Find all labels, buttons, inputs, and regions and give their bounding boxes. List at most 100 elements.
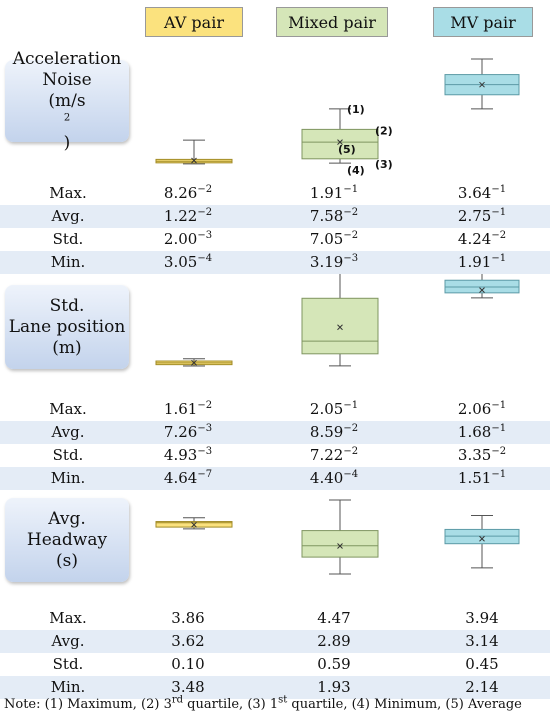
box-mixed-pair bbox=[301, 499, 379, 575]
metric-label-acceleration-noise: Acceleration Noise (m/s 2) bbox=[5, 49, 129, 153]
metric-line: (m) bbox=[52, 337, 82, 358]
mean-marker bbox=[479, 81, 485, 88]
stat-value: 4.93−3 bbox=[163, 446, 213, 464]
header-mv-pair-label: MV pair bbox=[450, 12, 516, 32]
stats-row-avg: Avg. 1.22−2 7.58−2 2.75−1 bbox=[0, 205, 550, 228]
stat-value: 1.51−1 bbox=[457, 469, 507, 487]
stat-value: 2.05−1 bbox=[309, 400, 359, 418]
stat-value: 3.64−1 bbox=[457, 184, 507, 202]
stats-row-label: Std. bbox=[52, 230, 84, 248]
stat-value: 7.22−2 bbox=[309, 446, 359, 464]
stat-value: 1.93 bbox=[317, 678, 351, 696]
stat-value: 3.35−2 bbox=[457, 446, 507, 464]
mean-marker bbox=[479, 287, 485, 294]
stats-row-min: Min. 3.05−4 3.19−3 1.91−1 bbox=[0, 251, 550, 274]
box-mv-pair bbox=[444, 272, 520, 299]
stat-value: 4.24−2 bbox=[457, 230, 507, 248]
stat-value: 0.59 bbox=[317, 655, 351, 673]
mean-marker bbox=[479, 535, 485, 542]
stat-value: 2.89 bbox=[317, 632, 351, 650]
metric-line: Acceleration bbox=[12, 48, 122, 69]
stat-value: 2.06−1 bbox=[457, 400, 507, 418]
stat-value: 3.94 bbox=[465, 609, 499, 627]
box-av-pair bbox=[155, 358, 233, 367]
stats-row-label: Max. bbox=[49, 184, 87, 202]
stat-value: 7.26−3 bbox=[163, 423, 213, 441]
metric-line: (s) bbox=[56, 550, 78, 571]
stat-value: 4.40−4 bbox=[309, 469, 359, 487]
mean-marker bbox=[191, 157, 197, 164]
metric-line: Headway bbox=[26, 529, 108, 550]
stat-value: 1.68−1 bbox=[457, 423, 507, 441]
stats-row-label: Avg. bbox=[51, 632, 85, 650]
stats-row-min: Min. 3.48 1.93 2.14 bbox=[0, 676, 550, 699]
stat-value: 0.45 bbox=[465, 655, 499, 673]
stat-value: 7.05−2 bbox=[309, 230, 359, 248]
stats-row-label: Max. bbox=[49, 609, 87, 627]
stats-row-label: Avg. bbox=[51, 207, 85, 225]
stat-value: 3.19−3 bbox=[309, 253, 359, 271]
stats-row-std: Std. 4.93−3 7.22−2 3.35−2 bbox=[0, 444, 550, 467]
box-av-pair bbox=[155, 517, 233, 530]
box-plot-acceleration-noise: (1) (2) (5) (3) (4) bbox=[155, 58, 520, 177]
stat-value: 8.59−2 bbox=[309, 423, 359, 441]
mean-marker bbox=[337, 324, 343, 331]
stat-value: 3.14 bbox=[465, 632, 499, 650]
metric-line: Avg. bbox=[48, 508, 86, 529]
stats-row-label: Std. bbox=[52, 446, 84, 464]
mean-marker bbox=[191, 521, 197, 528]
mean-marker bbox=[191, 359, 197, 366]
box-mv-pair bbox=[444, 58, 520, 110]
stat-value: 7.58−2 bbox=[309, 207, 359, 225]
metric-line: Lane position bbox=[8, 316, 126, 337]
box-mv-pair bbox=[444, 514, 520, 569]
stats-row-min: Min. 4.64−7 4.40−4 1.51−1 bbox=[0, 467, 550, 490]
box-plot-headway bbox=[155, 499, 520, 575]
stats-row-max: Max. 8.26−2 1.91−1 3.64−1 bbox=[0, 182, 550, 205]
callout-label: (3) bbox=[375, 158, 393, 171]
stat-value: 1.61−2 bbox=[163, 400, 213, 418]
header-mv-pair: MV pair bbox=[433, 7, 533, 37]
callout-label: (4) bbox=[347, 164, 365, 177]
box-av-pair bbox=[155, 139, 233, 165]
header-mixed-pair-label: Mixed pair bbox=[288, 12, 376, 32]
callout-label: (5) bbox=[338, 143, 356, 156]
stats-row-label: Std. bbox=[52, 655, 84, 673]
header-mixed-pair: Mixed pair bbox=[276, 7, 388, 37]
header-av-pair-label: AV pair bbox=[164, 12, 224, 32]
metric-label-headway: Avg. Headway (s) bbox=[5, 498, 129, 582]
iqr-box bbox=[301, 128, 379, 160]
stat-value: 2.75−1 bbox=[457, 207, 507, 225]
stats-row-label: Max. bbox=[49, 400, 87, 418]
stats-row-label: Min. bbox=[50, 678, 86, 696]
iqr-box bbox=[301, 297, 379, 355]
stat-value: 1.91−1 bbox=[457, 253, 507, 271]
metric-unit: (m/s 2) bbox=[48, 90, 86, 153]
callout-label: (2) bbox=[375, 124, 393, 137]
stats-row-std: Std. 0.10 0.59 0.45 bbox=[0, 653, 550, 676]
metric-label-lane-position: Std. Lane position (m) bbox=[5, 285, 129, 369]
box-mixed-pair bbox=[301, 108, 379, 164]
stat-value: 2.14 bbox=[465, 678, 499, 696]
callout-label: (1) bbox=[347, 103, 365, 116]
stat-value: 4.64−7 bbox=[163, 469, 213, 487]
stats-row-max: Max. 3.86 4.47 3.94 bbox=[0, 607, 550, 630]
iqr-box bbox=[301, 530, 379, 558]
mean-marker bbox=[337, 543, 343, 549]
stat-value: 1.22−2 bbox=[163, 207, 213, 225]
mean-marker bbox=[337, 139, 343, 145]
header-av-pair: AV pair bbox=[145, 7, 243, 37]
stats-row-max: Max. 1.61−2 2.05−1 2.06−1 bbox=[0, 398, 550, 421]
stat-value: 4.47 bbox=[317, 609, 351, 627]
stats-row-std: Std. 2.00−3 7.05−2 4.24−2 bbox=[0, 228, 550, 251]
metric-line: Std. bbox=[49, 295, 85, 316]
stats-row-label: Min. bbox=[50, 253, 86, 271]
box-plot-lane-position bbox=[155, 272, 520, 367]
stat-value: 0.10 bbox=[171, 655, 205, 673]
stats-row-avg: Avg. 7.26−3 8.59−2 1.68−1 bbox=[0, 421, 550, 444]
stat-value: 3.62 bbox=[171, 632, 205, 650]
stats-row-label: Avg. bbox=[51, 423, 85, 441]
stat-value: 2.00−3 bbox=[163, 230, 213, 248]
stat-value: 1.91−1 bbox=[309, 184, 359, 202]
stats-row-label: Min. bbox=[50, 469, 86, 487]
